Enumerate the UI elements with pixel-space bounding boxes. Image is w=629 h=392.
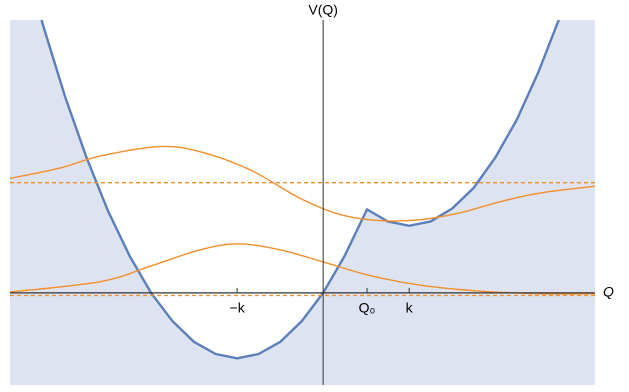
area-fill	[10, 20, 595, 385]
x-tick-label: −k	[230, 300, 246, 316]
curve	[10, 243, 595, 295]
line-layer	[10, 20, 595, 360]
fill-layer	[10, 20, 595, 385]
curve	[40, 20, 561, 360]
axes: −k Q₀ k	[10, 20, 595, 385]
x-axis-label: Q	[603, 284, 614, 300]
x-tick-label: Q₀	[359, 300, 376, 316]
y-axis-label: V(Q)	[308, 2, 338, 18]
x-tick-label: k	[406, 300, 414, 316]
curve	[10, 145, 595, 222]
